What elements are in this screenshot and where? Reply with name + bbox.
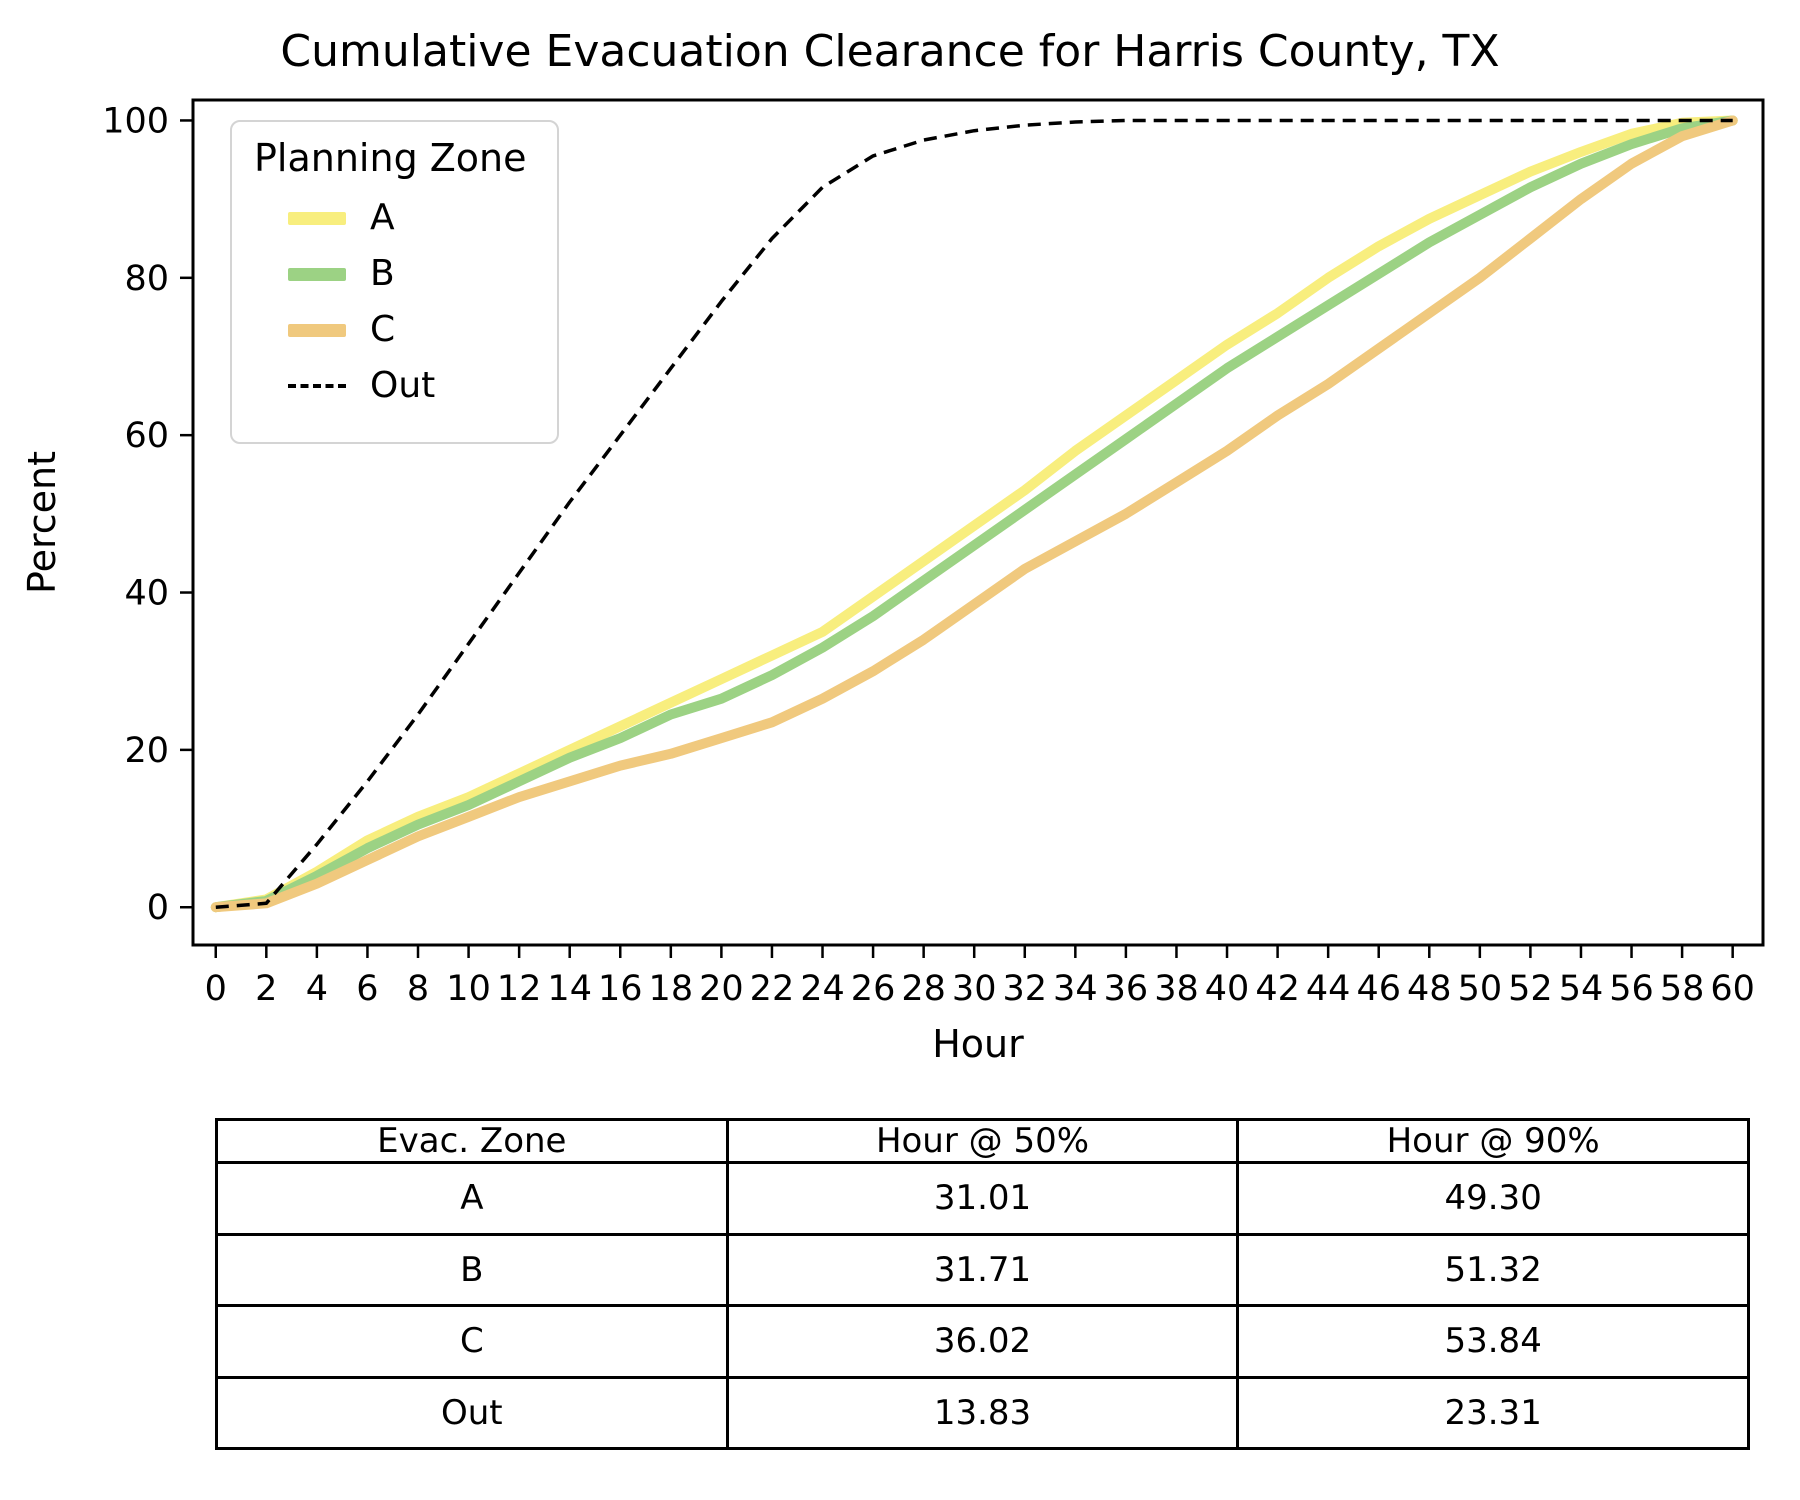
table-header-evac-zone: Evac. Zone: [215, 1118, 729, 1164]
x-axis-label: Hour: [932, 1022, 1024, 1066]
legend-swatch-a: [288, 211, 346, 225]
series-line-out: [215, 118, 1733, 909]
chart-title: Cumulative Evacuation Clearance for Harr…: [280, 26, 1500, 77]
x-tick-label: 18: [649, 969, 694, 1009]
x-tick-label: 8: [407, 969, 429, 1009]
y-tick-label: 80: [124, 259, 169, 299]
x-tick-label: 0: [205, 969, 227, 1009]
x-tick-label: 30: [952, 969, 997, 1009]
table-header-hour-90: Hour @ 90%: [1236, 1118, 1750, 1164]
y-tick-label: 60: [124, 416, 169, 456]
table-row-a: A 31.01 49.30: [215, 1161, 1750, 1236]
x-tick-label: 24: [800, 969, 845, 1009]
series-line-a: [210, 115, 1738, 913]
legend-entry-b: B: [288, 256, 527, 292]
x-tick-label: 36: [1104, 969, 1149, 1009]
x-tick-label: 54: [1559, 969, 1604, 1009]
table-cell-out-h50: 13.83: [725, 1375, 1240, 1450]
x-tick-label: 40: [1205, 969, 1250, 1009]
table-cell-zone-a: A: [215, 1161, 729, 1236]
table-row-b: B 31.71 51.32: [215, 1232, 1750, 1307]
x-tick-label: 20: [699, 969, 744, 1009]
legend-label-out: Out: [370, 365, 436, 406]
x-tick-label: 48: [1407, 969, 1452, 1009]
table-cell-c-h50: 36.02: [725, 1304, 1240, 1379]
table-cell-zone-c: C: [215, 1304, 729, 1379]
series-line-c: [210, 115, 1738, 913]
x-tick-label: 34: [1053, 969, 1098, 1009]
legend-title: Planning Zone: [254, 136, 527, 180]
y-tick-label: 0: [147, 888, 169, 928]
legend-swatch-out-dashed-line: [288, 384, 346, 388]
legend-label-b: B: [370, 253, 395, 294]
x-tick-label: 52: [1508, 969, 1553, 1009]
x-tick-label: 50: [1458, 969, 1503, 1009]
legend-label-a: A: [370, 197, 395, 238]
x-tick-label: 26: [851, 969, 896, 1009]
x-tick-label: 22: [750, 969, 795, 1009]
x-tick-label: 44: [1306, 969, 1351, 1009]
table-row-c: C 36.02 53.84: [215, 1304, 1750, 1379]
legend-swatch-b: [288, 267, 346, 281]
table-cell-b-h50: 31.71: [725, 1232, 1240, 1307]
x-tick-label: 14: [547, 969, 592, 1009]
y-tick-label: 100: [102, 101, 169, 141]
x-tick-label: 58: [1660, 969, 1705, 1009]
table-cell-b-h90: 51.32: [1236, 1232, 1750, 1307]
legend-label-c: C: [370, 309, 396, 350]
y-tick-label: 40: [124, 574, 169, 614]
table-cell-zone-b: B: [215, 1232, 729, 1307]
legend: Planning Zone A B C Out: [230, 120, 559, 444]
table-header-hour-50: Hour @ 50%: [725, 1118, 1240, 1164]
table-cell-out-h90: 23.31: [1236, 1375, 1750, 1450]
x-tick-label: 28: [901, 969, 946, 1009]
legend-entry-c: C: [288, 312, 527, 348]
table-cell-a-h90: 49.30: [1236, 1161, 1750, 1236]
legend-entry-out: Out: [288, 368, 527, 404]
legend-swatch-c: [288, 323, 346, 337]
x-tick-label: 2: [255, 969, 277, 1009]
x-tick-label: 10: [446, 969, 491, 1009]
evacuation-clearance-chart: 0 2 4 6 8 10 12 14 16 18 20 22 24 26 28 30 32 34 36 38 40 42 4…: [20, 98, 1765, 1066]
table-cell-c-h90: 53.84: [1236, 1304, 1750, 1379]
legend-entry-a: A: [288, 200, 527, 236]
table-cell-a-h50: 31.01: [725, 1161, 1240, 1236]
x-tick-label: 46: [1356, 969, 1401, 1009]
x-tick-label: 6: [356, 969, 378, 1009]
table-row-out: Out 13.83 23.31: [215, 1375, 1750, 1450]
x-tick-label: 42: [1255, 969, 1300, 1009]
x-tick-label: 4: [306, 969, 328, 1009]
y-tick-label: 20: [124, 731, 169, 771]
x-tick-label: 38: [1154, 969, 1199, 1009]
plot-border: [191, 98, 1765, 947]
x-tick-label: 16: [598, 969, 643, 1009]
y-axis-label: Percent: [20, 451, 64, 594]
x-tick-label: 12: [497, 969, 542, 1009]
x-tick-label: 32: [1002, 969, 1047, 1009]
series-line-b: [210, 115, 1738, 913]
table-cell-zone-out: Out: [215, 1375, 729, 1450]
clearance-table: Evac. Zone Hour @ 50% Hour @ 90% A 31.01…: [215, 1118, 1750, 1450]
x-tick-label: 60: [1710, 969, 1755, 1009]
x-tick-label: 56: [1609, 969, 1654, 1009]
table-header-row: Evac. Zone Hour @ 50% Hour @ 90%: [215, 1118, 1750, 1164]
